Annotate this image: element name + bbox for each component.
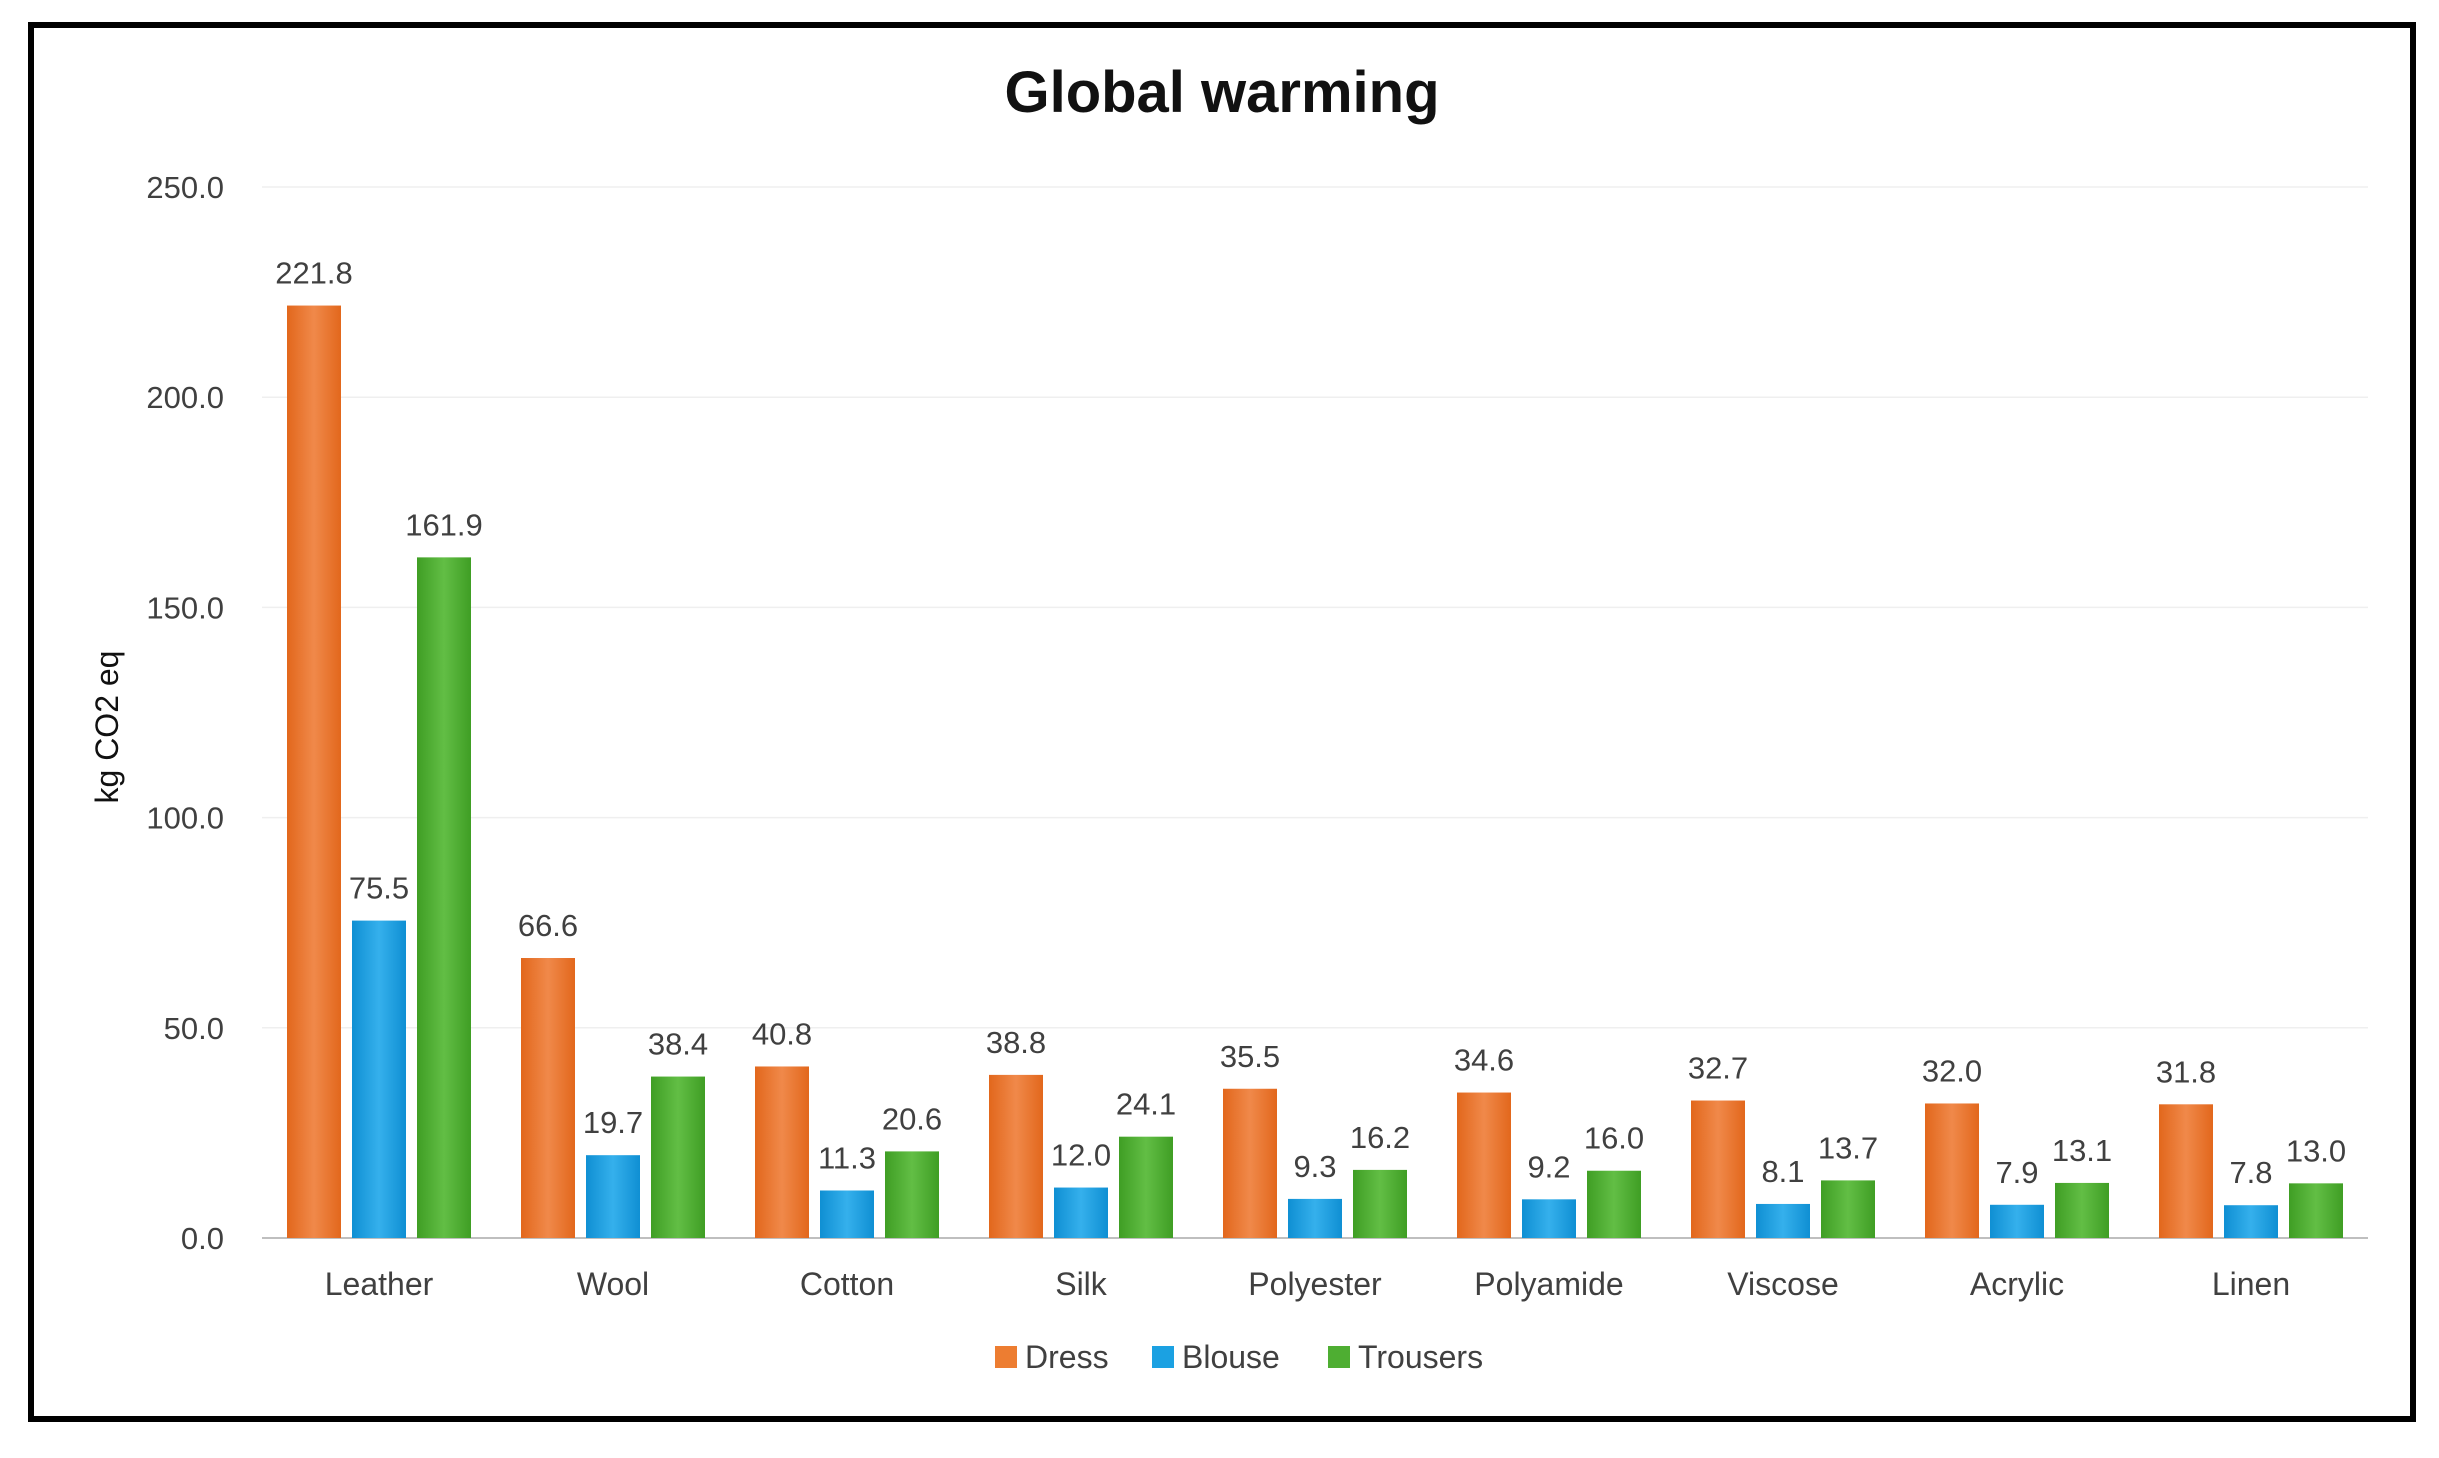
- bar-dress-linen: [2159, 1104, 2213, 1238]
- bar-dress-polyamide: [1457, 1092, 1511, 1238]
- bar-trousers-cotton: [885, 1151, 939, 1238]
- data-label: 40.8: [752, 1016, 812, 1051]
- legend-swatch-trousers: [1328, 1346, 1350, 1368]
- bar-trousers-viscose: [1821, 1180, 1875, 1238]
- data-label: 9.2: [1527, 1149, 1570, 1184]
- legend-label-blouse: Blouse: [1182, 1339, 1280, 1375]
- bar-trousers-polyester: [1353, 1169, 1407, 1238]
- data-label: 35.5: [1220, 1039, 1280, 1074]
- data-label: 11.3: [818, 1140, 876, 1175]
- y-tick-label: 250.0: [146, 170, 224, 205]
- bar-blouse-leather: [352, 920, 406, 1238]
- x-tick-label: Polyamide: [1474, 1266, 1623, 1302]
- data-label: 32.0: [1922, 1053, 1982, 1088]
- bar-dress-polyester: [1223, 1088, 1277, 1238]
- data-label: 161.9: [405, 507, 483, 542]
- x-tick-label: Polyester: [1248, 1266, 1382, 1302]
- data-label: 31.8: [2156, 1054, 2216, 1089]
- x-tick-label: Viscose: [1727, 1266, 1838, 1302]
- bar-blouse-acrylic: [1990, 1204, 2044, 1238]
- data-label: 16.2: [1350, 1120, 1410, 1155]
- legend: Dress Blouse Trousers: [995, 1339, 1483, 1375]
- x-tick-label: Silk: [1055, 1266, 1108, 1302]
- y-tick-label: 200.0: [146, 380, 224, 415]
- data-label: 12.0: [1051, 1138, 1111, 1173]
- bar-trousers-leather: [417, 557, 471, 1238]
- data-label: 66.6: [518, 908, 578, 943]
- data-label: 13.1: [2052, 1133, 2112, 1168]
- chart-title: Global warming: [1004, 60, 1439, 125]
- bar-dress-silk: [989, 1074, 1043, 1238]
- x-tick-label: Cotton: [800, 1266, 894, 1302]
- legend-label-trousers: Trousers: [1358, 1339, 1483, 1375]
- data-label: 32.7: [1688, 1051, 1748, 1086]
- bar-dress-acrylic: [1925, 1103, 1979, 1238]
- x-tick-label: Wool: [577, 1266, 649, 1302]
- x-tick-label: Linen: [2212, 1266, 2290, 1302]
- bar-blouse-viscose: [1756, 1203, 1810, 1238]
- bar-blouse-silk: [1054, 1187, 1108, 1238]
- bar-blouse-polyester: [1288, 1198, 1342, 1238]
- bar-trousers-wool: [651, 1076, 705, 1238]
- data-label: 16.0: [1584, 1121, 1644, 1156]
- bar-dress-viscose: [1691, 1100, 1745, 1238]
- data-label: 7.8: [2229, 1155, 2272, 1190]
- data-label: 75.5: [349, 871, 409, 906]
- data-label: 19.7: [583, 1105, 643, 1140]
- bar-dress-wool: [521, 958, 575, 1238]
- bar-trousers-silk: [1119, 1136, 1173, 1238]
- data-label: 24.1: [1116, 1087, 1176, 1122]
- bar-blouse-polyamide: [1522, 1199, 1576, 1238]
- bar-dress-leather: [287, 305, 341, 1238]
- data-label: 20.6: [882, 1101, 942, 1136]
- data-label: 7.9: [1995, 1155, 2038, 1190]
- legend-label-dress: Dress: [1025, 1339, 1109, 1375]
- data-label: 34.6: [1454, 1043, 1514, 1078]
- x-tick-label: Leather: [325, 1266, 434, 1302]
- data-label: 8.1: [1761, 1154, 1804, 1189]
- data-label: 13.0: [2286, 1133, 2346, 1168]
- bar-trousers-polyamide: [1587, 1170, 1641, 1238]
- data-label: 38.4: [648, 1027, 708, 1062]
- x-tick-label: Acrylic: [1970, 1266, 2064, 1302]
- legend-swatch-dress: [995, 1346, 1017, 1368]
- y-tick-label: 50.0: [164, 1011, 224, 1046]
- legend-swatch-blouse: [1152, 1346, 1174, 1368]
- y-tick-label: 0.0: [181, 1221, 224, 1256]
- data-label: 38.8: [986, 1025, 1046, 1060]
- bar-blouse-linen: [2224, 1205, 2278, 1238]
- bar-trousers-linen: [2289, 1183, 2343, 1238]
- data-label: 13.7: [1818, 1130, 1878, 1165]
- y-tick-label: 150.0: [146, 590, 224, 625]
- data-label: 9.3: [1293, 1149, 1336, 1184]
- bar-blouse-wool: [586, 1155, 640, 1238]
- bar-blouse-cotton: [820, 1190, 874, 1238]
- data-label: 221.8: [275, 256, 353, 291]
- y-axis-label: kg CO2 eq: [89, 651, 125, 804]
- y-tick-label: 100.0: [146, 801, 224, 836]
- bar-dress-cotton: [755, 1066, 809, 1238]
- bar-trousers-acrylic: [2055, 1182, 2109, 1238]
